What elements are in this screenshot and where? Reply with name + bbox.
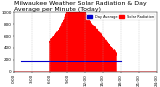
Text: Milwaukee Weather Solar Radiation & Day Average per Minute (Today): Milwaukee Weather Solar Radiation & Day …	[14, 1, 147, 12]
Legend: Day Average, Solar Radiation: Day Average, Solar Radiation	[86, 14, 155, 20]
